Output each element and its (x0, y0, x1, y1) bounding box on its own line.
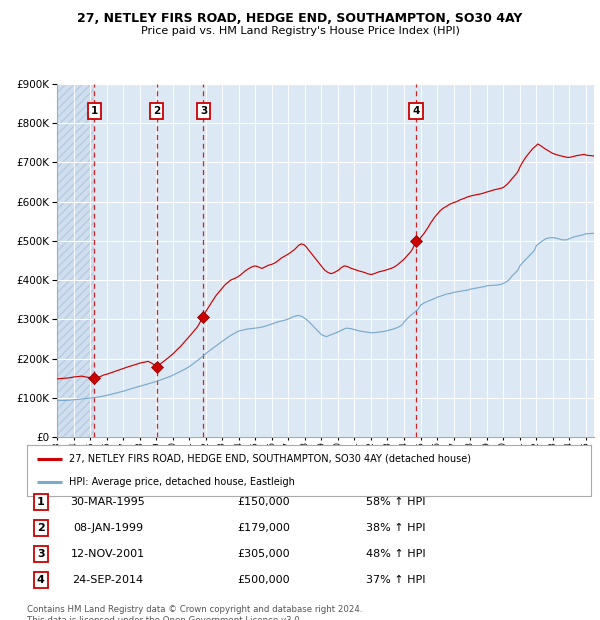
Text: £500,000: £500,000 (238, 575, 290, 585)
Text: 3: 3 (200, 106, 207, 116)
Text: 48% ↑ HPI: 48% ↑ HPI (366, 549, 426, 559)
Text: 37% ↑ HPI: 37% ↑ HPI (366, 575, 426, 585)
Text: £179,000: £179,000 (238, 523, 290, 533)
Text: 2: 2 (37, 523, 44, 533)
Text: £150,000: £150,000 (238, 497, 290, 507)
Text: 4: 4 (37, 575, 45, 585)
Text: 12-NOV-2001: 12-NOV-2001 (71, 549, 145, 559)
Text: 27, NETLEY FIRS ROAD, HEDGE END, SOUTHAMPTON, SO30 4AY (detached house): 27, NETLEY FIRS ROAD, HEDGE END, SOUTHAM… (70, 454, 472, 464)
Text: 38% ↑ HPI: 38% ↑ HPI (366, 523, 426, 533)
Text: Price paid vs. HM Land Registry's House Price Index (HPI): Price paid vs. HM Land Registry's House … (140, 26, 460, 36)
Text: 30-MAR-1995: 30-MAR-1995 (71, 497, 145, 507)
Text: Contains HM Land Registry data © Crown copyright and database right 2024.
This d: Contains HM Land Registry data © Crown c… (27, 605, 362, 620)
Text: 24-SEP-2014: 24-SEP-2014 (73, 575, 143, 585)
Text: 27, NETLEY FIRS ROAD, HEDGE END, SOUTHAMPTON, SO30 4AY: 27, NETLEY FIRS ROAD, HEDGE END, SOUTHAM… (77, 12, 523, 25)
Text: 1: 1 (37, 497, 44, 507)
Text: 1: 1 (91, 106, 98, 116)
Text: £305,000: £305,000 (238, 549, 290, 559)
Text: 2: 2 (153, 106, 160, 116)
Text: 4: 4 (412, 106, 420, 116)
Text: 08-JAN-1999: 08-JAN-1999 (73, 523, 143, 533)
Text: 58% ↑ HPI: 58% ↑ HPI (366, 497, 426, 507)
Text: HPI: Average price, detached house, Eastleigh: HPI: Average price, detached house, East… (70, 477, 295, 487)
Text: 3: 3 (37, 549, 44, 559)
